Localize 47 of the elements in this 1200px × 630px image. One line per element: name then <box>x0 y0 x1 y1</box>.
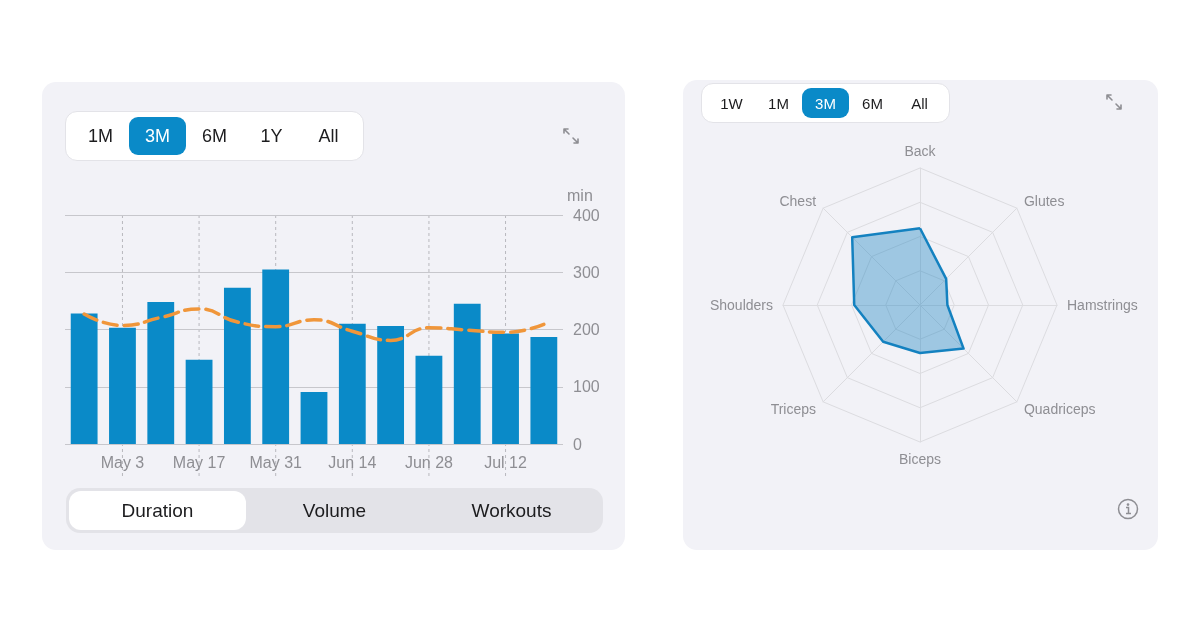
bar <box>70 313 98 444</box>
text: 1M <box>87 125 113 147</box>
y-tick-label: 100 <box>573 378 600 396</box>
text: Duration <box>121 499 194 522</box>
y-tick-label: 300 <box>573 263 600 281</box>
x-tick-label: Jun 28 <box>404 453 454 471</box>
spoke-label: Biceps <box>898 451 942 467</box>
text: 1Y <box>260 125 283 147</box>
text: 1M <box>768 94 789 112</box>
bar <box>147 302 175 444</box>
text: Volume <box>302 499 367 522</box>
spoke-label: Quadriceps <box>1023 400 1096 417</box>
bar <box>338 323 366 444</box>
spoke-label: Shoulders <box>709 297 773 313</box>
bar <box>377 326 405 444</box>
text: All <box>318 125 339 147</box>
x-tick-label: May 31 <box>249 453 303 471</box>
spoke-label: Back <box>904 143 937 159</box>
spoke-label: Hamstrings <box>1067 297 1138 313</box>
x-tick-label: Jul 12 <box>484 453 527 471</box>
text: All <box>911 94 928 112</box>
bar <box>300 391 328 444</box>
x-tick-label: May 17 <box>172 453 226 471</box>
bar <box>185 359 213 444</box>
y-tick-label: 400 <box>573 206 600 224</box>
spoke-label: Glutes <box>1023 193 1065 210</box>
y-tick-label: 200 <box>573 321 600 338</box>
spoke-label: Triceps <box>770 400 817 417</box>
text: 6M <box>201 125 227 147</box>
bar <box>530 336 558 444</box>
spoke-label: Chest <box>779 193 817 210</box>
text: 1W <box>720 94 743 112</box>
text: 3M <box>144 125 170 147</box>
bar <box>415 355 443 444</box>
x-tick-label: May 3 <box>100 453 145 471</box>
text: 3M <box>815 94 836 112</box>
text: 6M <box>862 94 883 112</box>
bar <box>492 333 519 444</box>
bar <box>453 303 481 444</box>
y-tick-label: 0 <box>573 435 582 453</box>
bar <box>109 327 136 444</box>
bar <box>223 287 251 444</box>
text: Workouts <box>471 499 552 522</box>
x-tick-label: Jun 14 <box>328 453 377 471</box>
y-axis-title: min <box>567 186 593 204</box>
bar <box>262 269 290 444</box>
line-series <box>82 307 546 343</box>
